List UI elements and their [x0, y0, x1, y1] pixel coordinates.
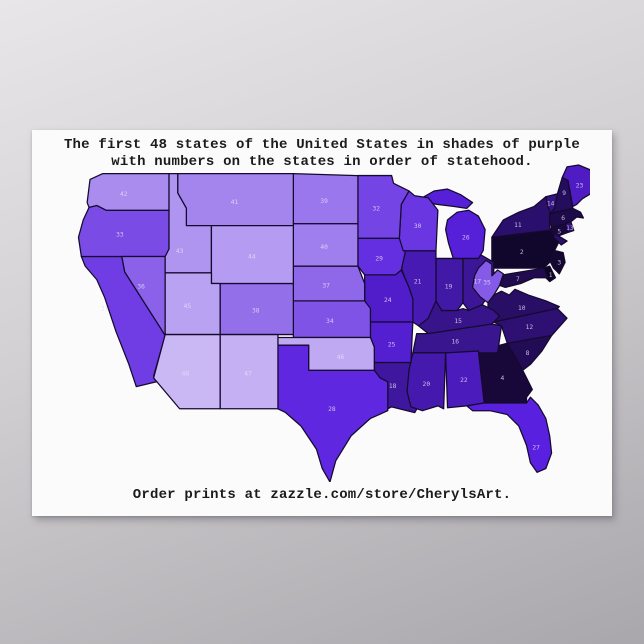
state-ut — [164, 272, 221, 336]
state-number-wa: 42 — [120, 191, 128, 198]
state-number-mn: 32 — [372, 206, 380, 213]
state-number-de: 1 — [549, 272, 553, 279]
state-fl — [466, 396, 553, 473]
state-number-va: 10 — [518, 305, 526, 312]
state-number-il: 21 — [414, 279, 422, 286]
state-number-nm: 47 — [244, 370, 252, 377]
state-number-sd: 40 — [320, 244, 328, 251]
state-number-ok: 46 — [337, 354, 345, 361]
state-wv — [471, 259, 505, 304]
state-number-sc: 8 — [526, 350, 530, 357]
state-wa — [86, 173, 170, 211]
state-nv — [121, 255, 166, 337]
state-sc — [506, 334, 553, 371]
state-number-nh: 9 — [562, 190, 566, 197]
state-me — [561, 164, 590, 208]
state-number-mo: 24 — [384, 297, 392, 304]
us-states-map: 1234567891011121314151617181920212223242… — [77, 164, 590, 482]
state-number-me: 23 — [576, 182, 584, 189]
state-number-co: 38 — [252, 308, 260, 315]
state-mn — [357, 174, 410, 239]
state-md — [497, 267, 549, 288]
state-number-nj: 3 — [557, 259, 561, 266]
state-number-in: 19 — [445, 284, 453, 291]
state-number-ca: 31 — [101, 306, 109, 313]
state-or — [77, 204, 170, 258]
state-wi — [398, 190, 439, 252]
state-ms — [406, 352, 447, 412]
state-number-ga: 4 — [501, 375, 505, 382]
state-number-ms: 20 — [423, 381, 431, 388]
state-tn — [412, 323, 503, 354]
state-number-oh: 17 — [474, 279, 482, 286]
state-number-ny: 11 — [514, 222, 522, 229]
state-number-wy: 44 — [248, 254, 256, 261]
state-number-or: 33 — [116, 232, 124, 239]
state-number-ky: 15 — [454, 318, 462, 325]
poster-title-line2: with numbers on the states in order of s… — [111, 154, 533, 170]
state-number-md: 7 — [516, 276, 520, 283]
state-number-az: 48 — [182, 370, 190, 377]
poster-footer: Order prints at zazzle.com/store/Cheryls… — [132, 487, 512, 503]
state-number-ri: 13 — [566, 225, 574, 232]
state-nj — [550, 250, 566, 275]
state-number-wv: 35 — [483, 280, 491, 287]
state-number-ia: 29 — [375, 256, 383, 263]
state-number-al: 22 — [460, 377, 468, 384]
state-vt — [545, 193, 559, 214]
state-ok — [277, 336, 375, 371]
poster: The first 48 states of the United States… — [32, 130, 612, 516]
state-number-ct: 5 — [557, 229, 561, 236]
state-number-ut: 45 — [184, 303, 192, 310]
state-number-tx: 28 — [328, 406, 336, 413]
state-number-id: 43 — [176, 248, 184, 255]
state-number-vt: 14 — [547, 201, 555, 208]
state-ma — [549, 207, 585, 229]
poster-title: The first 48 states of the United States… — [32, 137, 612, 171]
state-number-ks: 34 — [326, 318, 334, 325]
state-number-wi: 30 — [414, 223, 422, 230]
state-number-mi: 26 — [462, 234, 470, 241]
state-number-nd: 39 — [320, 198, 328, 205]
state-number-la: 18 — [389, 383, 397, 390]
state-ri — [564, 221, 575, 234]
state-number-mt: 41 — [231, 199, 239, 206]
state-number-tn: 16 — [451, 339, 459, 346]
state-number-ar: 25 — [388, 341, 396, 348]
state-az — [152, 333, 221, 410]
state-number-nc: 12 — [526, 324, 534, 331]
state-number-nv: 36 — [137, 284, 145, 291]
poster-title-line1: The first 48 states of the United States… — [63, 137, 581, 153]
state-number-fl: 27 — [532, 445, 540, 452]
state-number-ne: 37 — [322, 283, 330, 290]
state-number-ma: 6 — [561, 215, 565, 222]
state-wy — [210, 225, 294, 285]
state-number-pa: 2 — [520, 249, 524, 256]
